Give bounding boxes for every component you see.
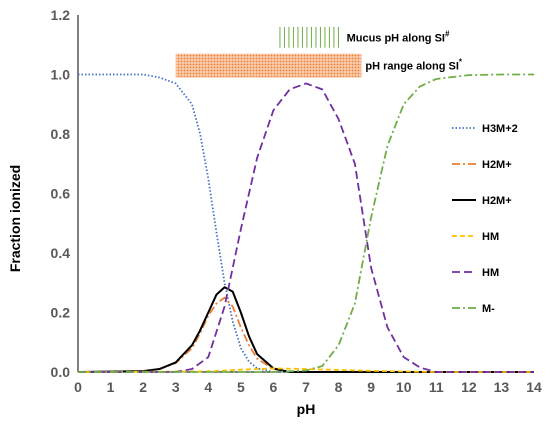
series-layer [77,73,534,373]
x-tick-label: 3 [172,379,180,395]
y-tick-label: 0.8 [51,126,71,142]
ph-range-band [175,53,362,78]
y-tick-label: 1.0 [51,67,71,83]
y-tick-label: 0.2 [51,305,71,321]
x-ticks: 0 1 2 3 4 5 6 7 8 9 10 11 12 13 14 [74,379,542,395]
y-tick-label: 0.6 [51,186,71,202]
x-tick-label: 4 [204,379,212,395]
x-tick-label: 8 [335,379,343,395]
band-label: pH range along SI* [365,58,463,73]
x-tick-label: 11 [429,379,444,395]
legend-label: H3M+2 [482,123,518,135]
legend-label: HM [482,231,499,243]
series-line-4 [77,367,534,373]
x-tick-label: 9 [367,379,375,395]
x-tick-label: 1 [107,379,115,395]
x-tick-label: 0 [74,379,82,395]
series-line-3 [77,286,534,373]
x-tick-label: 10 [396,379,412,395]
y-ticks: 0.0 0.2 0.4 0.6 0.8 1.0 1.2 [51,7,71,380]
y-tick-label: 0.4 [51,245,71,261]
bands-layer: Mucus pH along SI# pH range along SI* [175,26,463,78]
legend-label: M- [482,303,495,315]
x-tick-label: 7 [302,379,310,395]
series-line-6 [78,73,534,373]
legend: H3M+2 H2M+ H2M+ HM HM M- [452,123,518,315]
x-tick-label: 5 [237,379,245,395]
series-line-1 [78,73,534,373]
band-label: Mucus pH along SI# [347,29,450,44]
legend-label: HM [482,267,499,279]
band-label-marker: # [445,29,450,38]
x-tick-label: 6 [270,379,278,395]
y-tick-label: 1.2 [51,7,71,23]
x-axis-title: pH [297,401,316,417]
x-tick-label: 14 [526,379,542,395]
legend-label: H2M+ [482,159,512,171]
x-tick-label: 2 [139,379,147,395]
x-tick-label: 12 [461,379,477,395]
y-axis-title: Fraction ionized [7,165,23,272]
legend-label: H2M+ [482,195,512,207]
x-tick-label: 13 [494,379,510,395]
mucus-ph-band [279,26,339,48]
series-line-5 [78,82,534,373]
band-label-marker: * [459,58,463,67]
series-line-2 [77,296,534,373]
y-tick-label: 0.0 [51,364,71,380]
